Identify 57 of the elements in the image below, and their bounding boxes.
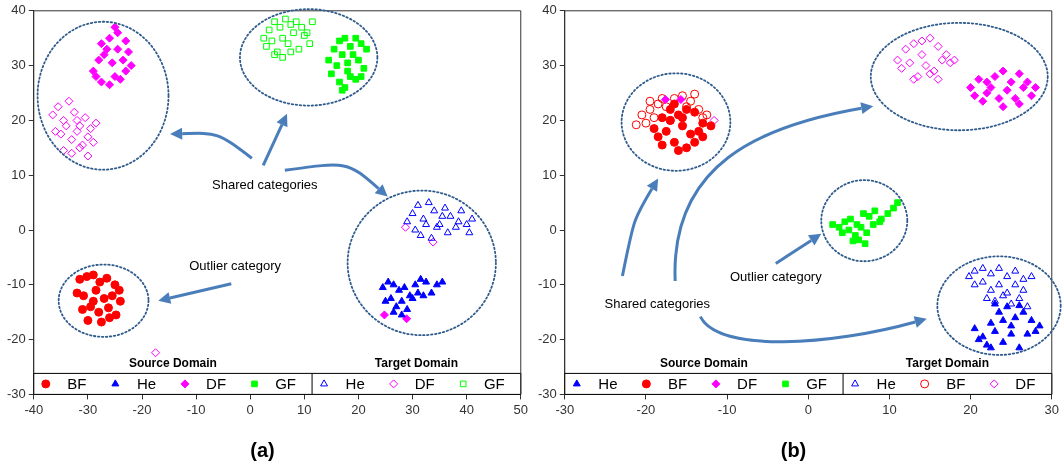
legend-label: DF — [206, 375, 227, 393]
legend-label: DF — [414, 375, 435, 393]
x-tick-label: 40 — [459, 401, 474, 417]
x-tick-label: 0 — [804, 401, 812, 417]
y-tick-label: 10 — [11, 166, 26, 182]
x-tick-label: 50 — [513, 401, 528, 417]
legend-label: BF — [667, 375, 688, 393]
legend-label: BF — [946, 375, 966, 393]
x-tick-label: -40 — [24, 401, 44, 417]
y-tick-label: 20 — [11, 111, 26, 127]
x-tick-label: -20 — [132, 401, 152, 417]
x-tick-label: -10 — [186, 401, 206, 417]
x-tick-label: 30 — [405, 401, 420, 417]
annotation: Target Domain — [905, 355, 989, 370]
annotation: Source Domain — [659, 355, 748, 370]
annotation: Shared categories — [604, 296, 711, 312]
y-tick-label: 20 — [542, 111, 557, 127]
x-tick-label: -30 — [78, 401, 98, 417]
y-tick-label: -30 — [537, 385, 557, 401]
legend-label: He — [136, 375, 157, 393]
x-tick-label: 10 — [297, 401, 312, 417]
text: (b) — [780, 438, 807, 461]
y-tick-label: 30 — [542, 57, 557, 73]
legend-label: He — [876, 375, 896, 393]
y-tick-label: 30 — [11, 57, 26, 73]
legend-label: GF — [275, 375, 297, 393]
legend-label: GF — [483, 375, 505, 393]
x-tick-label: 10 — [882, 401, 897, 417]
y-tick-label: -10 — [537, 276, 557, 292]
y-tick-label: 40 — [542, 2, 557, 18]
annotation: Shared categories — [212, 177, 319, 193]
y-tick-label: -10 — [6, 276, 26, 292]
x-tick-label: 20 — [963, 401, 978, 417]
legend-label: He — [598, 375, 618, 393]
legend-label: DF — [1015, 375, 1036, 393]
x-tick-label: -30 — [555, 401, 575, 417]
annotation: Source Domain — [128, 355, 217, 370]
text: (a) — [250, 438, 275, 461]
y-tick-label: 40 — [11, 2, 26, 18]
y-tick-label: -20 — [537, 331, 557, 347]
legend-label: He — [345, 375, 365, 393]
y-tick-label: 0 — [549, 221, 557, 237]
legend-label: DF — [737, 375, 758, 393]
x-tick-label: 20 — [351, 401, 366, 417]
y-tick-label: -20 — [6, 331, 26, 347]
x-tick-label: 0 — [246, 401, 254, 417]
y-tick-label: 10 — [542, 166, 557, 182]
legend-label: BF — [67, 375, 87, 393]
x-tick-label: 30 — [1044, 401, 1059, 417]
y-tick-label: 0 — [18, 221, 26, 237]
x-tick-label: -10 — [717, 401, 737, 417]
legend-label: GF — [806, 375, 828, 393]
y-tick-label: -30 — [6, 385, 26, 401]
annotation: Outlier category — [189, 257, 282, 273]
annotation: Outlier category — [729, 268, 823, 284]
annotation: Target Domain — [374, 355, 458, 370]
x-tick-label: -20 — [636, 401, 656, 417]
